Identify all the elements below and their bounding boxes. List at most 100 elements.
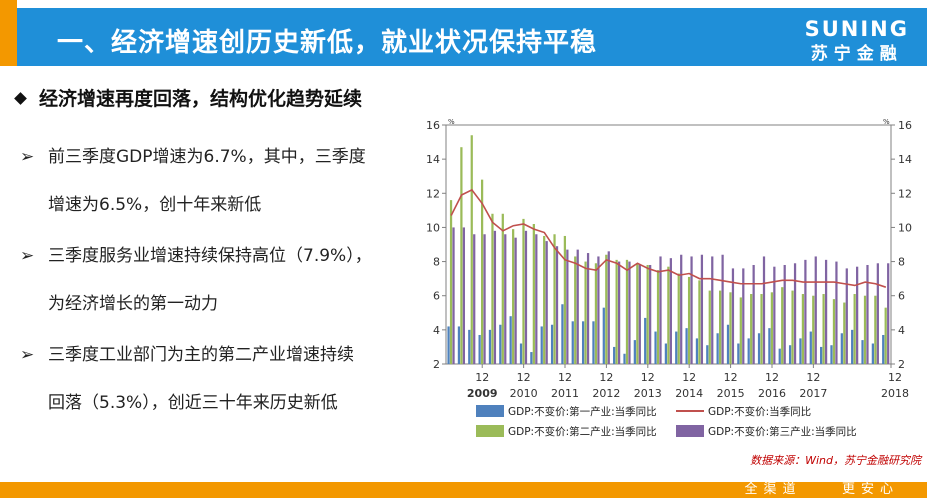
bar <box>824 259 828 364</box>
y-tick-label-right: 6 <box>898 290 905 303</box>
bar <box>799 338 802 364</box>
bar <box>605 254 608 364</box>
bar <box>729 292 732 364</box>
bar <box>698 280 701 364</box>
bar <box>812 295 815 364</box>
bar <box>719 290 722 364</box>
x-tick-label-month: 12 <box>682 371 696 384</box>
bar <box>628 261 631 364</box>
logo-text-en: SUNING <box>804 17 909 41</box>
arrow-bullet-icon: ➢ <box>20 246 35 266</box>
bar <box>856 266 859 364</box>
page-title: 一、经济增速创历史新低，就业状况保持平稳 <box>57 28 598 58</box>
bar <box>512 229 515 364</box>
bar <box>625 259 629 364</box>
bar <box>576 249 579 364</box>
x-tick-label-month: 12 <box>806 371 820 384</box>
bar <box>750 294 753 364</box>
y-unit-left: % <box>448 118 455 126</box>
bar <box>757 333 761 364</box>
bar <box>675 331 678 364</box>
bar <box>594 263 598 364</box>
bar <box>762 256 766 364</box>
legend-label: GDP:不变价:第一产业:当季同比 <box>508 405 657 418</box>
x-tick-label-year: 2014 <box>675 387 703 400</box>
bar <box>584 261 587 364</box>
bar <box>737 343 740 364</box>
bar <box>499 324 502 364</box>
legend-label: GDP:不变价:第二产业:当季同比 <box>508 425 657 438</box>
y-tick-label-right: 12 <box>898 187 912 200</box>
bar <box>687 276 691 364</box>
diamond-bullet-icon <box>14 92 27 105</box>
bar <box>519 343 523 364</box>
bar <box>545 241 548 364</box>
gdp-chart: 2 2 4 4 6 6 8 8 10 10 12 12 14 14 16 16%% 12 2009 12 2010 12… <box>410 112 927 457</box>
y-tick-label-left: 4 <box>433 324 440 337</box>
bar <box>760 294 763 364</box>
bar <box>851 329 854 364</box>
bar <box>602 307 605 364</box>
source-note: 数据来源：Wind，苏宁金融研究院 <box>750 454 921 467</box>
bar <box>711 256 714 364</box>
bar <box>801 294 805 364</box>
bar <box>532 224 535 364</box>
y-tick-label-right: 10 <box>898 221 912 234</box>
bar <box>550 324 554 364</box>
bar <box>680 254 683 364</box>
bar <box>770 292 773 364</box>
x-tick-label-year: 2016 <box>758 387 786 400</box>
bar <box>478 334 481 364</box>
x-tick-label-year: 2009 <box>467 387 498 400</box>
bar <box>793 263 797 364</box>
title-band: 一、经济增速创历史新低，就业状况保持平稳 SUNING 苏宁金融 <box>17 8 927 66</box>
bar <box>685 328 688 364</box>
bar <box>664 343 668 364</box>
bar <box>882 334 885 364</box>
legend-label: GDP:不变价:第三产业:当季同比 <box>708 425 857 438</box>
bullet-item: ➢ 三季度工业部门为主的第二产业增速持续 回落（5.3%），创近三十年来历史新低 <box>20 331 354 427</box>
y-tick-label-left: 16 <box>426 119 440 132</box>
bar <box>731 268 735 364</box>
bar <box>571 321 574 364</box>
y-tick-label-right: 14 <box>898 153 912 166</box>
x-tick-label-month: 12 <box>765 371 779 384</box>
bar <box>700 254 704 364</box>
bullet-item: ➢ 前三季度GDP增速为6.7%，其中，三季度 增速为6.5%，创十年来新低 <box>20 133 366 229</box>
y-tick-label-right: 8 <box>898 256 905 269</box>
bar <box>501 213 504 364</box>
bar <box>773 266 776 364</box>
bar <box>874 295 877 364</box>
bar <box>581 321 585 364</box>
bar <box>592 321 595 364</box>
section-heading-text: 经济增速再度回落，结构优化趋势延续 <box>39 88 363 110</box>
slogan-left: 全渠道 <box>744 482 802 497</box>
bar <box>473 234 476 364</box>
x-tick-label-year: 2018 <box>881 387 909 400</box>
bar <box>871 343 874 364</box>
x-tick-label-year: 2012 <box>592 387 620 400</box>
bullet-line: 三季度服务业增速持续保持高位（7.9%）， <box>48 246 372 266</box>
bar <box>462 227 466 364</box>
legend-swatch <box>476 425 504 437</box>
bar <box>646 264 649 364</box>
bar <box>524 230 528 364</box>
bar <box>783 264 786 364</box>
bar <box>460 147 463 364</box>
bar <box>752 264 755 364</box>
bar <box>615 259 618 364</box>
bar <box>654 331 657 364</box>
bar <box>690 256 693 364</box>
y-tick-label-left: 8 <box>433 256 440 269</box>
bar <box>468 329 471 364</box>
bar <box>561 304 564 364</box>
suning-logo: SUNING 苏宁金融 <box>805 17 909 64</box>
bar <box>504 234 507 364</box>
bar <box>613 346 616 364</box>
legend-swatch <box>676 425 704 437</box>
legend-swatch <box>476 405 504 417</box>
bar <box>863 295 867 364</box>
bar <box>820 346 823 364</box>
bar <box>483 234 486 364</box>
bar <box>866 264 869 364</box>
